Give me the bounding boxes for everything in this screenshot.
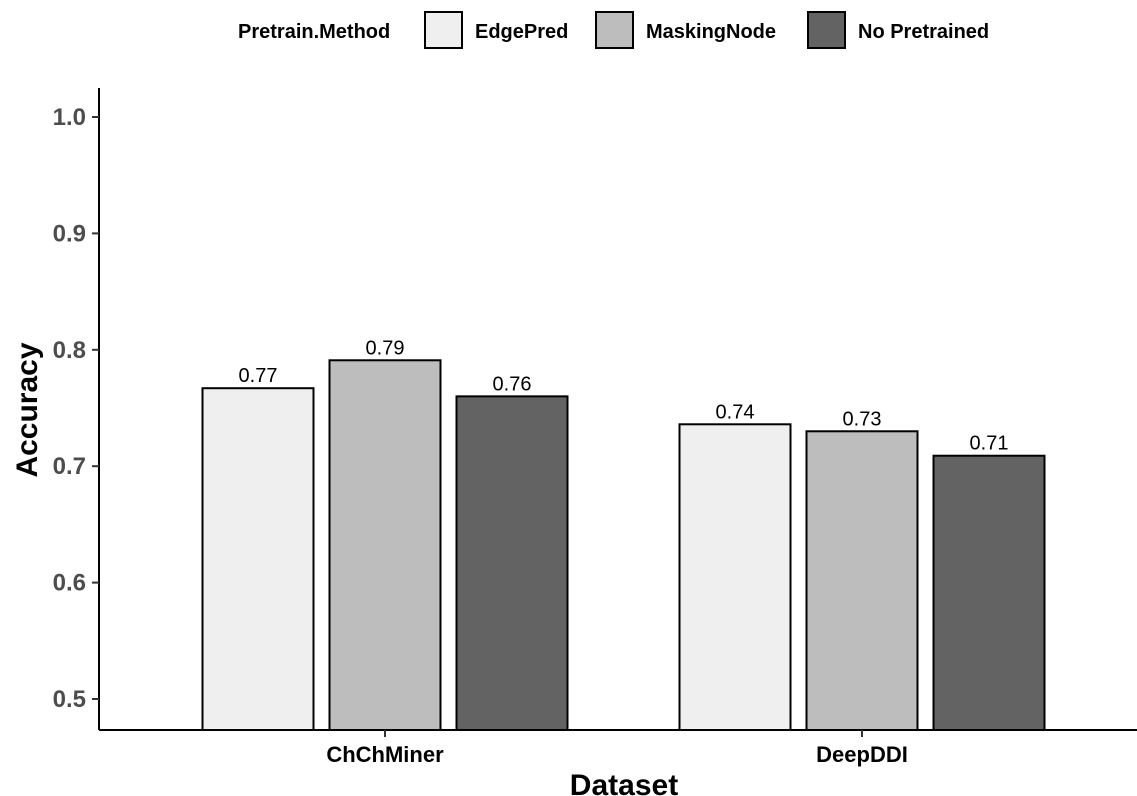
x-axis-title: Dataset [570,769,678,796]
data-label: 0.77 [239,365,278,387]
bars: 0.77 0.79 0.76 0.74 0.73 0.71 [201,337,1046,731]
y-tick-label: 1.0 [53,104,86,131]
y-tick-label: 0.9 [53,220,86,247]
y-axis-ticks: 0.5 0.6 0.7 0.8 0.9 1.0 [53,104,99,713]
y-tick-label: 0.5 [53,686,86,713]
bar-edgepred-deepddi [678,423,792,731]
legend-title: Pretrain.Method [238,21,390,43]
x-axis-ticks: ChChMiner DeepDDI [326,730,908,767]
data-label: 0.79 [366,337,405,359]
bar-no-pretrained-chchminer [455,395,569,731]
data-label: 0.73 [843,408,882,430]
y-axis-title: Accuracy [11,342,44,477]
data-label: 0.71 [970,433,1009,455]
y-tick-label: 0.8 [53,337,86,364]
bar-maskingnode-deepddi [805,430,919,731]
y-tick-label: 0.7 [53,453,86,480]
x-tick-label: DeepDDI [816,742,908,767]
data-label: 0.76 [493,373,532,395]
legend-label: EdgePred [475,21,568,43]
legend-label: No Pretrained [858,21,989,43]
legend-key [424,11,463,49]
legend-label: MaskingNode [646,21,776,43]
bar-maskingnode-chchminer [328,359,442,731]
y-tick-label: 0.6 [53,570,86,597]
legend: Pretrain.Method EdgePred MaskingNode No Pr… [238,11,989,49]
x-tick-label: ChChMiner [326,742,444,767]
legend-key [807,11,846,49]
data-label: 0.74 [716,401,755,423]
bar-edgepred-chchminer [201,387,315,731]
bar-no-pretrained-deepddi [932,454,1046,731]
legend-key [595,11,634,49]
